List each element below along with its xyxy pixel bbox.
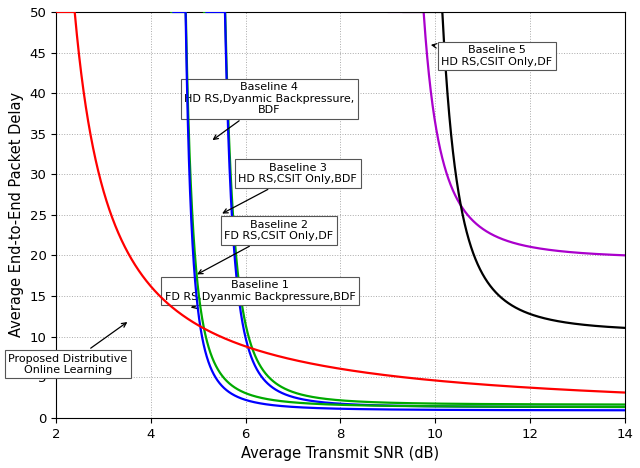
X-axis label: Average Transmit SNR (dB): Average Transmit SNR (dB) [241, 446, 440, 461]
Text: Baseline 1
FD RS,Dyanmic Backpressure,BDF: Baseline 1 FD RS,Dyanmic Backpressure,BD… [164, 280, 355, 308]
Text: Proposed Distributive
Online Learning: Proposed Distributive Online Learning [8, 323, 128, 375]
Text: Baseline 5
HD RS,CSIT Only,DF: Baseline 5 HD RS,CSIT Only,DF [432, 44, 552, 67]
Text: Baseline 2
FD RS,CSIT Only,DF: Baseline 2 FD RS,CSIT Only,DF [198, 219, 333, 274]
Text: Baseline 4
HD RS,Dyanmic Backpressure,
BDF: Baseline 4 HD RS,Dyanmic Backpressure, B… [184, 82, 355, 139]
Y-axis label: Average End-to-End Packet Delay: Average End-to-End Packet Delay [9, 92, 24, 337]
Text: Baseline 3
HD RS,CSIT Only,BDF: Baseline 3 HD RS,CSIT Only,BDF [223, 163, 357, 213]
